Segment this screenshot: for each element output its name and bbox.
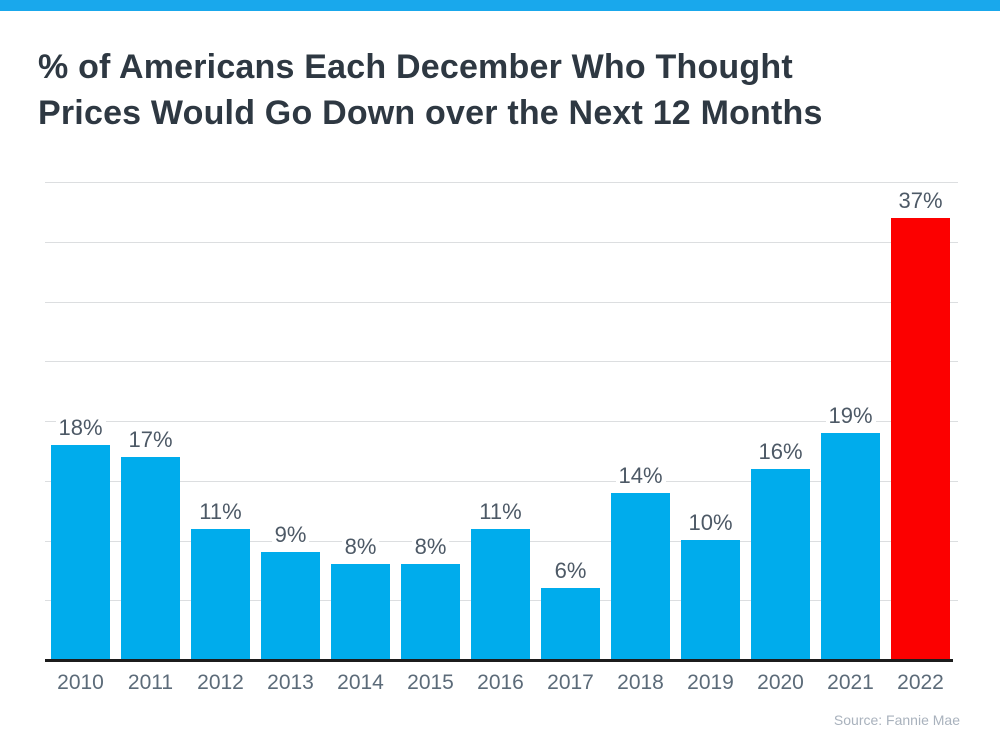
source-attribution: Source: Fannie Mae — [833, 712, 960, 728]
gridline-30 — [45, 302, 958, 303]
x-axis-tick-label-2013: 2013 — [267, 671, 314, 694]
bar-2013 — [261, 552, 320, 660]
bar-value-label-2017: 6% — [551, 558, 590, 584]
bar-value-label-2012: 11% — [196, 499, 245, 525]
x-axis-tick-label-2020: 2020 — [757, 671, 804, 694]
gridline-35 — [45, 242, 958, 243]
x-axis-tick-label-2017: 2017 — [547, 671, 594, 694]
gridline-40 — [45, 182, 958, 183]
x-axis-tick-label-2014: 2014 — [337, 671, 384, 694]
bar-2022 — [891, 218, 950, 660]
x-axis-tick-label-2010: 2010 — [57, 671, 104, 694]
gridline-20 — [45, 421, 958, 422]
bar-value-label-2014: 8% — [341, 534, 380, 560]
bar-2017 — [541, 588, 600, 660]
chart-title: % of Americans Each December Who Thought… — [38, 44, 823, 136]
bar-2014 — [331, 564, 390, 660]
gridline-25 — [45, 361, 958, 362]
bar-value-label-2020: 16% — [755, 439, 806, 465]
bar-2012 — [191, 529, 250, 660]
gridline-15 — [45, 481, 958, 482]
bar-value-label-2010: 18% — [55, 415, 106, 441]
bar-value-label-2013: 9% — [271, 522, 310, 548]
x-axis-tick-label-2015: 2015 — [407, 671, 454, 694]
bar-2019 — [681, 540, 740, 660]
chart-title-line-1: % of Americans Each December Who Thought — [38, 48, 793, 86]
bar-2020 — [751, 469, 810, 660]
x-axis-tick-label-2021: 2021 — [827, 671, 874, 694]
bar-2015 — [401, 564, 460, 660]
x-axis-line — [45, 659, 953, 662]
bar-value-label-2019: 10% — [685, 510, 736, 536]
bar-2021 — [821, 433, 880, 660]
bar-value-label-2018: 14% — [615, 463, 666, 489]
x-axis-tick-label-2018: 2018 — [617, 671, 664, 694]
bar-value-label-2015: 8% — [411, 534, 450, 560]
chart-title-line-2: Prices Would Go Down over the Next 12 Mo… — [38, 94, 823, 132]
bar-value-label-2011: 17% — [125, 427, 176, 453]
bar-value-label-2022: 37% — [895, 188, 946, 214]
bar-2018 — [611, 493, 670, 660]
x-axis-tick-label-2011: 2011 — [127, 671, 174, 694]
bar-2011 — [121, 457, 180, 660]
x-axis-tick-label-2012: 2012 — [197, 671, 244, 694]
x-axis-tick-label-2022: 2022 — [897, 671, 944, 694]
bar-2016 — [471, 529, 530, 660]
x-axis-tick-label-2019: 2019 — [687, 671, 734, 694]
bar-2010 — [51, 445, 110, 660]
bar-value-label-2021: 19% — [825, 403, 876, 429]
bar-value-label-2016: 11% — [476, 499, 525, 525]
x-axis-tick-label-2016: 2016 — [477, 671, 524, 694]
top-accent-bar — [0, 0, 1000, 11]
